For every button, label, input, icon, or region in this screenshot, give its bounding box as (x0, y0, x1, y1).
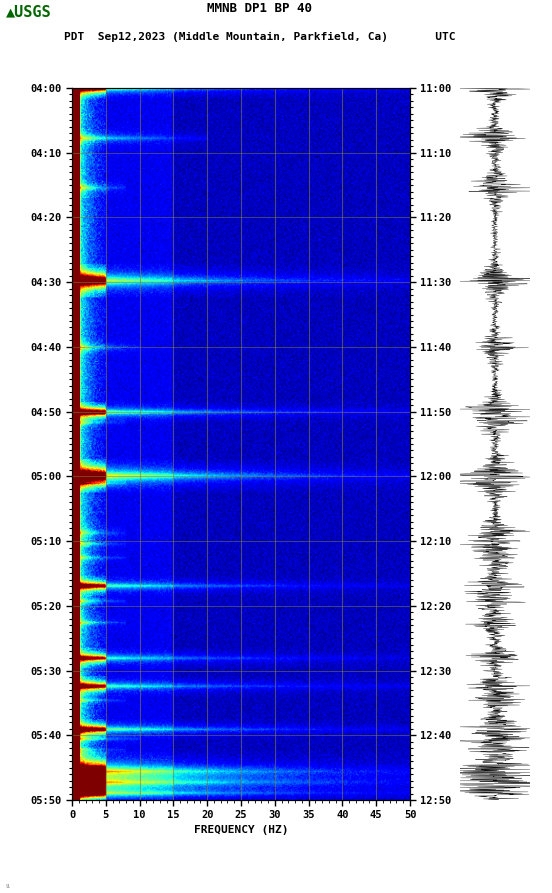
Text: ιι: ιι (6, 882, 10, 889)
Text: MMNB DP1 BP 40: MMNB DP1 BP 40 (207, 2, 312, 14)
Text: ▲USGS: ▲USGS (6, 4, 51, 20)
Text: PDT  Sep12,2023 (Middle Mountain, Parkfield, Ca)       UTC: PDT Sep12,2023 (Middle Mountain, Parkfie… (63, 32, 455, 42)
X-axis label: FREQUENCY (HZ): FREQUENCY (HZ) (194, 824, 288, 835)
